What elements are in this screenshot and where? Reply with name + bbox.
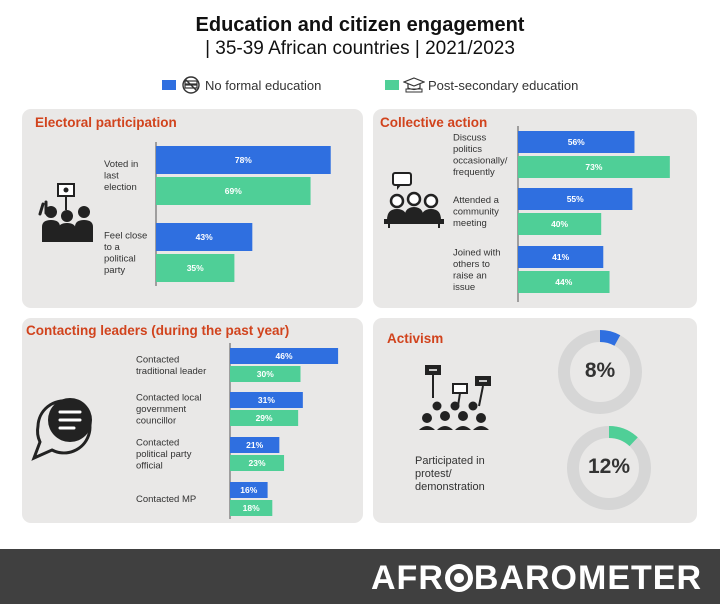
bar xyxy=(518,246,604,268)
category-label: election xyxy=(104,182,137,193)
bar xyxy=(230,366,301,382)
protest-icon xyxy=(419,365,491,430)
category-label: councillor xyxy=(136,416,176,427)
donut-value-no-formal: 8% xyxy=(584,359,616,382)
meeting-icon xyxy=(384,172,444,228)
category-label: official xyxy=(136,461,163,472)
legend-post-secondary: Post-secondary education xyxy=(385,76,578,94)
bar-value-label: 23% xyxy=(249,458,266,468)
legend-swatch-blue xyxy=(162,80,176,90)
bar-value-label: 55% xyxy=(567,194,584,204)
category-label: Joined with xyxy=(453,247,501,258)
chat-bubble-icon xyxy=(31,398,92,461)
bar-value-label: 56% xyxy=(568,137,585,147)
category-label: traditional leader xyxy=(136,366,206,377)
category-label: Contacted local xyxy=(136,393,201,404)
category-label: others to xyxy=(453,259,490,270)
category-label: political party xyxy=(136,449,192,460)
category-label: occasionally/ xyxy=(453,155,508,166)
bar-value-label: 29% xyxy=(256,413,273,423)
category-label: government xyxy=(136,404,187,415)
category-label: meeting xyxy=(453,218,487,229)
activism-label-line: protest/ xyxy=(415,468,452,480)
page-title: Education and citizen engagement xyxy=(195,14,525,36)
bar-value-label: 69% xyxy=(225,186,242,196)
bar-value-label: 40% xyxy=(551,219,568,229)
graduation-cap-icon xyxy=(402,76,426,94)
category-label: Voted in xyxy=(104,159,138,170)
page-subtitle: | 35-39 African countries | 2021/2023 xyxy=(205,38,515,59)
bar xyxy=(230,500,273,516)
brand-o-icon xyxy=(444,564,473,592)
legend-label-no-formal: No formal education xyxy=(205,77,322,93)
bar-value-label: 73% xyxy=(585,162,602,172)
bar-value-label: 30% xyxy=(257,369,274,379)
category-label: to a xyxy=(104,242,121,253)
bar xyxy=(156,223,253,251)
legend-label-post-secondary: Post-secondary education xyxy=(428,77,579,93)
bar xyxy=(230,348,339,364)
bar-value-label: 16% xyxy=(240,485,257,495)
category-label: political xyxy=(104,253,136,264)
category-label: issue xyxy=(453,282,475,293)
bar xyxy=(156,177,311,205)
category-label: Contacted xyxy=(136,438,179,449)
bar xyxy=(230,392,303,408)
bar xyxy=(518,188,633,210)
afrobarometer-logo: AFR BAROMETER xyxy=(371,559,702,598)
bar-value-label: 43% xyxy=(196,232,213,242)
bar xyxy=(518,213,602,235)
footer-bar: AFR BAROMETER xyxy=(0,549,720,604)
category-label: Contacted MP xyxy=(136,494,196,505)
activism-label-line: Participated in xyxy=(415,455,485,467)
bar xyxy=(156,146,331,174)
category-label: politics xyxy=(453,144,482,155)
category-label: last xyxy=(104,171,119,182)
no-books-icon xyxy=(180,76,202,94)
panel-title-electoral: Electoral participation xyxy=(35,115,177,130)
panel-title-collective: Collective action xyxy=(380,115,488,130)
bar-value-label: 41% xyxy=(552,252,569,262)
bar xyxy=(230,437,280,453)
bar xyxy=(230,482,268,498)
category-label: Discuss xyxy=(453,132,487,143)
category-label: raise an xyxy=(453,270,487,281)
bar-value-label: 31% xyxy=(258,395,275,405)
legend-swatch-green xyxy=(385,80,399,90)
activism-category-label: Participated in protest/ demonstration xyxy=(415,455,485,494)
voters-icon xyxy=(38,183,93,242)
panel-title-activism: Activism xyxy=(387,331,444,346)
bar xyxy=(518,131,635,153)
category-label: Contacted xyxy=(136,354,179,365)
bar xyxy=(518,271,610,293)
donut-arc xyxy=(558,330,642,414)
category-label: party xyxy=(104,265,125,276)
panel-title-contacting: Contacting leaders (during the past year… xyxy=(26,323,290,338)
donut-arc xyxy=(567,426,651,510)
category-label: frequently xyxy=(453,167,495,178)
legend-no-formal: No formal education xyxy=(162,76,321,94)
bar-value-label: 46% xyxy=(276,351,293,361)
bar-value-label: 78% xyxy=(235,155,252,165)
category-label: Feel close xyxy=(104,230,147,241)
bar-value-label: 44% xyxy=(555,277,572,287)
donut-value-post-secondary: 12% xyxy=(587,455,631,478)
bar xyxy=(518,156,670,178)
bar xyxy=(156,254,235,282)
brand-text-right: BAROMETER xyxy=(473,559,702,597)
bar xyxy=(230,455,285,471)
category-label: Attended a xyxy=(453,195,500,206)
bar xyxy=(230,410,299,426)
brand-text-left: AFR xyxy=(371,559,444,597)
bar-value-label: 18% xyxy=(243,503,260,513)
bar-value-label: 35% xyxy=(187,263,204,273)
bar-value-label: 21% xyxy=(246,440,263,450)
category-label: community xyxy=(453,207,499,218)
activism-label-line: demonstration xyxy=(415,481,485,493)
